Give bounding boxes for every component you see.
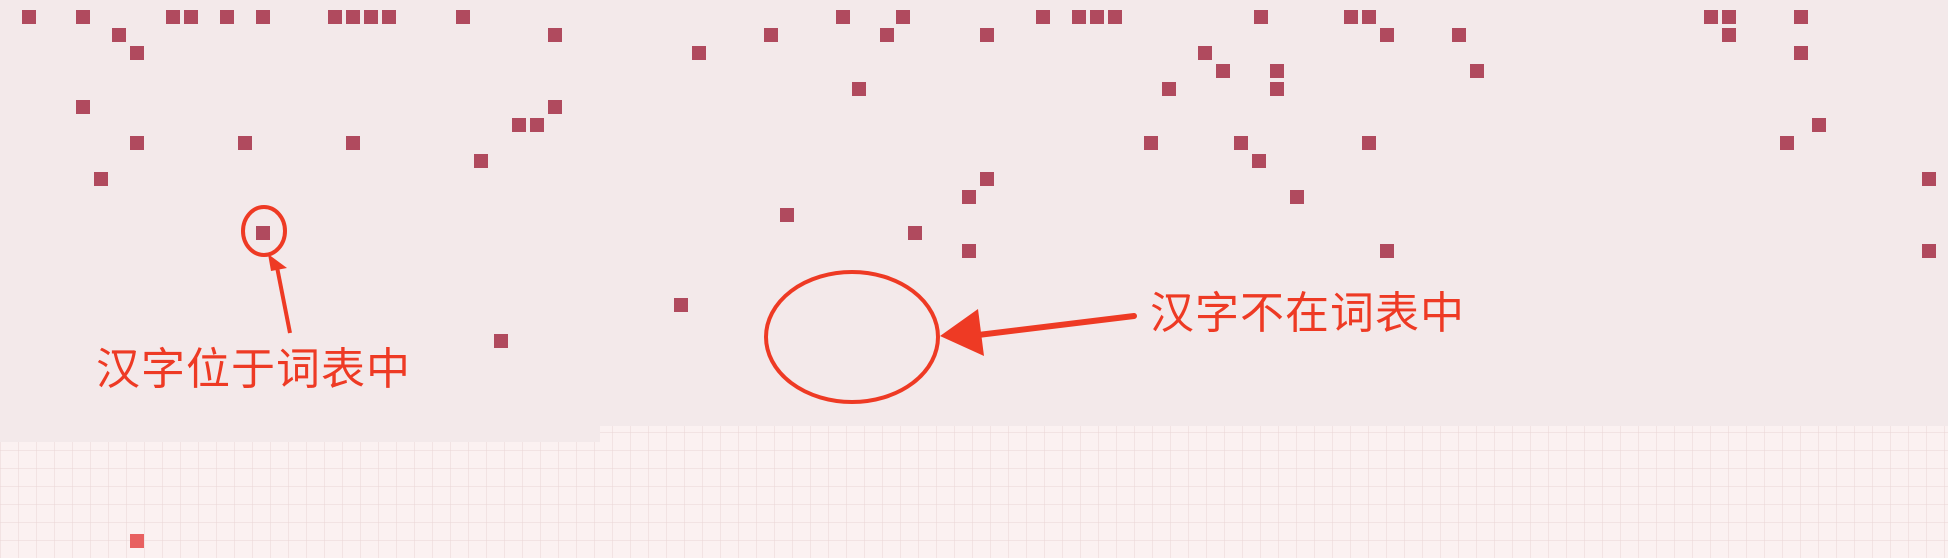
vocab-char-square	[456, 10, 470, 24]
vocab-char-square	[896, 10, 910, 24]
vocab-char-square	[908, 226, 922, 240]
vocab-char-square	[256, 10, 270, 24]
vocab-char-square	[1198, 46, 1212, 60]
vocab-char-square	[530, 118, 544, 132]
vocab-char-square	[166, 10, 180, 24]
vocab-char-square	[1794, 46, 1808, 60]
not-in-vocab-arrow-shaft	[967, 313, 1137, 339]
vocab-char-square	[1234, 136, 1248, 150]
vocab-char-square	[1072, 10, 1086, 24]
vocab-char-square	[1380, 244, 1394, 258]
vocab-char-square	[1216, 64, 1230, 78]
vocab-char-square	[364, 10, 378, 24]
vocab-char-square	[1380, 28, 1394, 42]
vocab-char-square	[94, 172, 108, 186]
vocab-char-square	[1704, 10, 1718, 24]
vocab-char-square	[1780, 136, 1794, 150]
vocab-char-square	[1108, 10, 1122, 24]
in-vocab-arrow-head	[268, 254, 287, 271]
vocab-char-square	[764, 28, 778, 42]
vocab-char-square	[76, 100, 90, 114]
vocab-char-square	[1144, 136, 1158, 150]
not-in-vocab-label: 汉字不在词表中	[1150, 288, 1465, 339]
vocab-char-square	[512, 118, 526, 132]
vocab-panel-extension	[0, 426, 600, 442]
vocab-char-square	[1254, 10, 1268, 24]
vocab-char-square	[494, 334, 508, 348]
vocab-char-square	[1470, 64, 1484, 78]
in-vocab-arrow-shaft	[274, 261, 292, 334]
vocab-char-square	[1722, 28, 1736, 42]
vocab-char-square	[980, 28, 994, 42]
vocab-char-square	[1036, 10, 1050, 24]
vocab-char-square	[780, 208, 794, 222]
out-of-panel-char-square	[130, 534, 144, 548]
in-vocab-highlight-circle	[241, 205, 287, 257]
not-in-vocab-arrow-head	[940, 309, 984, 356]
vocab-char-square	[184, 10, 198, 24]
vocab-char-square	[548, 100, 562, 114]
vocab-char-square	[130, 46, 144, 60]
vocab-char-square	[852, 82, 866, 96]
vocab-char-square	[1290, 190, 1304, 204]
vocab-char-square	[1344, 10, 1358, 24]
vocab-panel	[0, 0, 1948, 426]
vocab-char-square	[346, 136, 360, 150]
vocab-char-square	[692, 46, 706, 60]
vocab-char-square	[1794, 10, 1808, 24]
vocab-char-square	[328, 10, 342, 24]
vocab-char-square	[1270, 64, 1284, 78]
vocab-char-square	[112, 28, 126, 42]
vocab-char-square	[674, 298, 688, 312]
vocab-char-square	[880, 28, 894, 42]
vocab-char-square	[1812, 118, 1826, 132]
vocab-char-square	[238, 136, 252, 150]
vocab-char-square	[1252, 154, 1266, 168]
vocab-char-square	[962, 244, 976, 258]
vocab-char-square	[836, 10, 850, 24]
vocab-char-square	[1362, 136, 1376, 150]
vocab-char-square	[1090, 10, 1104, 24]
vocab-char-square	[1452, 28, 1466, 42]
vocab-char-square	[1362, 10, 1376, 24]
vocab-char-square	[1922, 244, 1936, 258]
vocab-char-square	[1722, 10, 1736, 24]
vocab-char-square	[1270, 82, 1284, 96]
vocab-char-square	[1162, 82, 1176, 96]
vocab-char-square	[76, 10, 90, 24]
not-in-vocab-empty-circle	[764, 270, 940, 404]
vocab-char-square	[220, 10, 234, 24]
in-vocab-label: 汉字位于词表中	[96, 344, 411, 395]
vocab-char-square	[346, 10, 360, 24]
vocab-char-square	[474, 154, 488, 168]
in-vocab-char-square	[256, 226, 270, 240]
vocab-char-square	[22, 10, 36, 24]
vocab-char-square	[1922, 172, 1936, 186]
vocab-char-square	[382, 10, 396, 24]
vocab-char-square	[548, 28, 562, 42]
vocab-char-square	[962, 190, 976, 204]
vocab-char-square	[980, 172, 994, 186]
vocab-char-square	[130, 136, 144, 150]
